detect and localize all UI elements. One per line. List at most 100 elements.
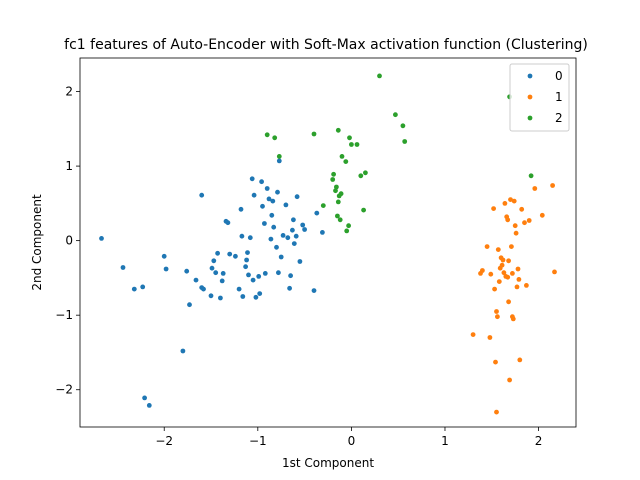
data-point — [291, 241, 297, 247]
data-point — [519, 206, 525, 212]
legend-label: 1 — [555, 90, 563, 104]
chart-title: fc1 features of Auto-Encoder with Soft-M… — [64, 37, 588, 53]
data-point — [314, 210, 320, 216]
data-point — [499, 262, 505, 268]
data-point — [526, 218, 532, 223]
data-point — [335, 199, 341, 205]
data-point — [506, 299, 511, 305]
data-point — [354, 142, 360, 147]
data-point — [227, 251, 233, 257]
data-point — [494, 409, 499, 415]
data-point — [510, 271, 515, 276]
series-2 — [264, 73, 534, 234]
data-point — [494, 309, 499, 314]
x-tick-label: 0 — [348, 434, 356, 448]
data-point — [259, 179, 264, 185]
data-point — [495, 314, 500, 320]
data-point — [512, 223, 518, 229]
legend-box — [509, 63, 570, 132]
data-point — [208, 293, 214, 299]
data-point — [333, 188, 338, 194]
data-point — [514, 284, 520, 290]
data-point — [500, 257, 506, 263]
series-0 — [99, 158, 325, 408]
data-point — [402, 139, 408, 144]
data-point — [260, 203, 265, 209]
data-point — [275, 189, 280, 195]
legend-marker — [527, 94, 533, 100]
data-point — [349, 142, 354, 147]
data-point — [220, 271, 226, 276]
data-point — [488, 271, 494, 277]
y-tick-label: −2 — [55, 383, 73, 397]
x-axis-label: 1st Component — [282, 456, 374, 470]
data-point — [280, 233, 286, 238]
data-point — [491, 206, 496, 212]
data-point — [294, 194, 300, 200]
data-point — [361, 207, 366, 213]
data-point — [209, 265, 215, 271]
data-point — [251, 192, 257, 198]
data-point — [539, 212, 545, 218]
data-point — [146, 403, 152, 408]
plot-frame — [79, 57, 577, 428]
data-point — [244, 257, 250, 263]
data-point — [496, 279, 502, 284]
data-point — [225, 220, 231, 226]
data-point — [339, 154, 345, 159]
data-point — [550, 183, 555, 188]
data-point — [343, 159, 349, 165]
data-point — [311, 288, 317, 293]
data-point — [552, 269, 557, 275]
data-point — [278, 254, 284, 260]
data-point — [199, 192, 205, 198]
data-point — [276, 270, 281, 276]
y-axis-label: 2nd Component — [30, 194, 44, 291]
legend-label: 2 — [555, 111, 563, 125]
data-point — [283, 202, 289, 208]
y-tick-label: −1 — [55, 308, 73, 322]
data-point — [140, 284, 146, 290]
series-1 — [470, 183, 557, 415]
data-point — [528, 173, 534, 179]
data-point — [187, 302, 192, 308]
data-point — [358, 173, 364, 179]
data-point — [264, 186, 270, 191]
y-tick-label: 0 — [65, 234, 73, 248]
data-point — [293, 233, 299, 239]
data-point — [297, 259, 303, 264]
data-point — [495, 247, 501, 253]
data-point — [249, 176, 255, 182]
data-point — [274, 244, 279, 250]
data-point — [320, 203, 326, 209]
points-layer — [99, 73, 557, 415]
data-point — [377, 73, 382, 79]
data-point — [272, 135, 278, 141]
data-point — [243, 264, 249, 270]
data-point — [193, 277, 199, 283]
data-point — [201, 286, 206, 292]
data-point — [253, 294, 259, 300]
legend-marker — [527, 115, 533, 121]
data-point — [335, 213, 340, 219]
data-point — [239, 233, 245, 239]
data-point — [180, 348, 186, 354]
data-point — [262, 221, 267, 226]
y-tick-label: 1 — [65, 159, 73, 173]
data-point — [346, 223, 351, 229]
data-point — [120, 265, 126, 270]
data-point — [347, 135, 352, 141]
data-point — [270, 198, 276, 204]
data-point — [266, 196, 272, 202]
data-point — [161, 253, 167, 259]
data-point — [517, 357, 523, 363]
data-point — [492, 286, 497, 292]
data-point — [335, 127, 341, 133]
data-point — [515, 266, 521, 272]
data-point — [233, 253, 238, 259]
x-tick-label: 1 — [441, 434, 449, 448]
data-point — [532, 186, 538, 191]
data-point — [250, 277, 256, 283]
